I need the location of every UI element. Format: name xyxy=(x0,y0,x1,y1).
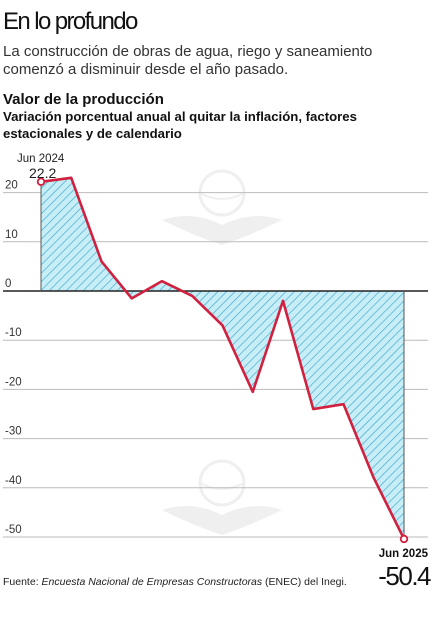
source-name: Encuesta Nacional de Empresas Constructo… xyxy=(41,576,263,588)
watermark-globe xyxy=(198,459,246,507)
data-points xyxy=(36,177,409,544)
end-date-label: Jun 2025 xyxy=(379,548,429,560)
y-tick-label: -50 xyxy=(5,524,22,536)
data-point xyxy=(399,534,409,544)
y-tick-label: -10 xyxy=(5,327,22,339)
source-suffix: (ENEC) del Inegi. xyxy=(262,576,347,588)
watermark-logos xyxy=(162,169,282,535)
watermark-logo xyxy=(162,169,282,245)
y-tick-label: 10 xyxy=(5,229,18,241)
y-tick-label: 0 xyxy=(5,278,11,290)
watermark-meridian xyxy=(199,192,245,200)
page-subtitle: La construcción de obras de agua, riego … xyxy=(3,43,373,78)
watermark-wings xyxy=(162,216,282,245)
y-tick-label: -20 xyxy=(5,376,22,388)
chart-subtitle: Variación porcentual anual al quitar la … xyxy=(3,109,357,141)
watermark-wings xyxy=(162,506,282,535)
page-title: En lo profundo xyxy=(3,8,138,35)
start-date-label: Jun 2024 xyxy=(17,153,65,165)
series-line xyxy=(40,176,406,540)
y-tick-label: 20 xyxy=(5,180,18,192)
start-value-label: 22.2 xyxy=(29,165,56,181)
end-value-label: -50.4 xyxy=(378,561,431,591)
source-prefix: Fuente: xyxy=(3,576,42,588)
chart-title: Valor de la producción xyxy=(3,91,164,108)
y-tick-label: -30 xyxy=(5,426,22,438)
watermark-logo xyxy=(162,459,282,535)
data-point xyxy=(36,177,46,186)
y-tick-labels: 20 10 0 -10 -20 -30 -40 -50 xyxy=(5,180,22,536)
source-note: Fuente: Encuesta Nacional de Empresas Co… xyxy=(3,576,347,588)
area-hatch xyxy=(41,177,404,539)
watermark-meridian xyxy=(199,482,245,490)
y-tick-label: -40 xyxy=(5,475,22,487)
